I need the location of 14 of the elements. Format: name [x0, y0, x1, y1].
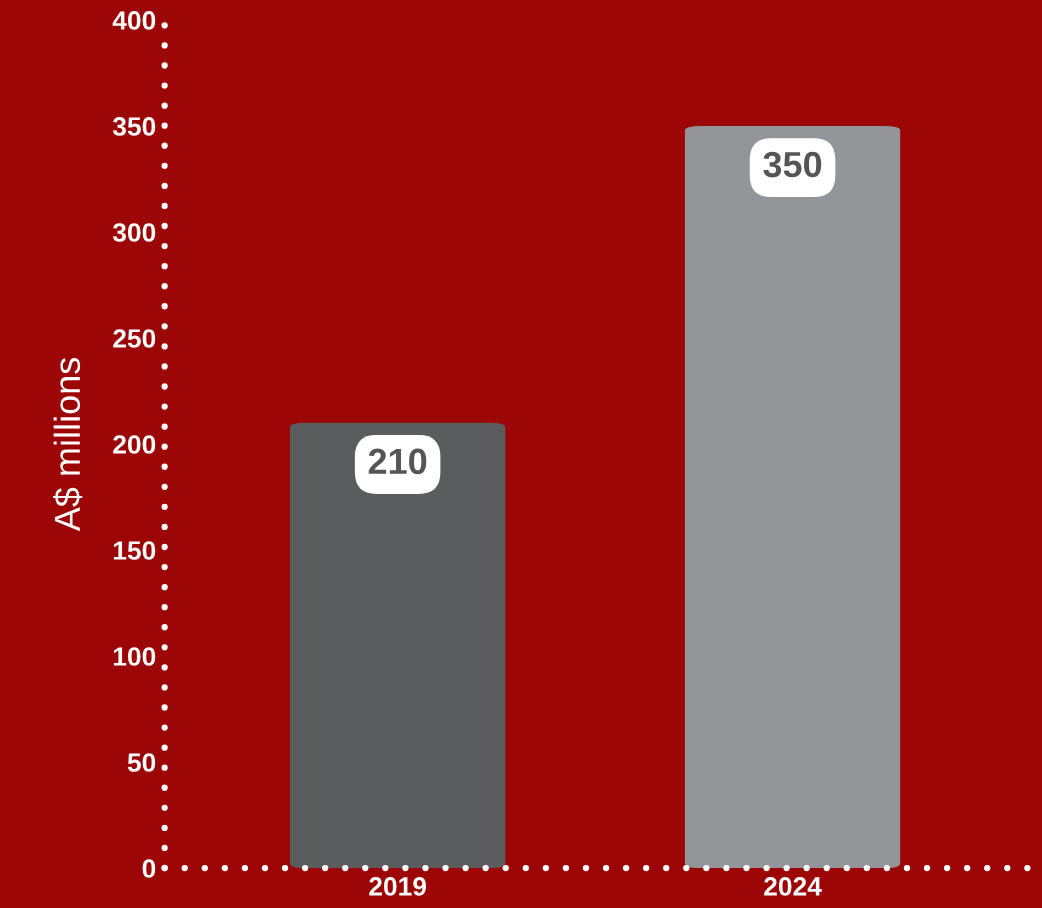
data-label: 350 — [763, 151, 822, 178]
y-tick-label: 100 — [113, 647, 156, 666]
y-tick-label: 50 — [127, 753, 156, 772]
x-tick-label: 2019 — [369, 877, 427, 896]
y-tick-label: 400 — [112, 11, 156, 30]
y-tick-label: 300 — [112, 223, 156, 242]
y-tick-label: 250 — [113, 329, 156, 348]
y-tick-label: 150 — [113, 541, 156, 560]
y-tick-label: 350 — [112, 117, 156, 136]
x-tick-label: 2024 — [764, 877, 822, 896]
y-tick-label: 0 — [142, 859, 156, 878]
y-axis-title: A$ millions — [53, 358, 83, 532]
y-tick-label: 200 — [113, 435, 156, 454]
data-label: 210 — [368, 448, 427, 475]
